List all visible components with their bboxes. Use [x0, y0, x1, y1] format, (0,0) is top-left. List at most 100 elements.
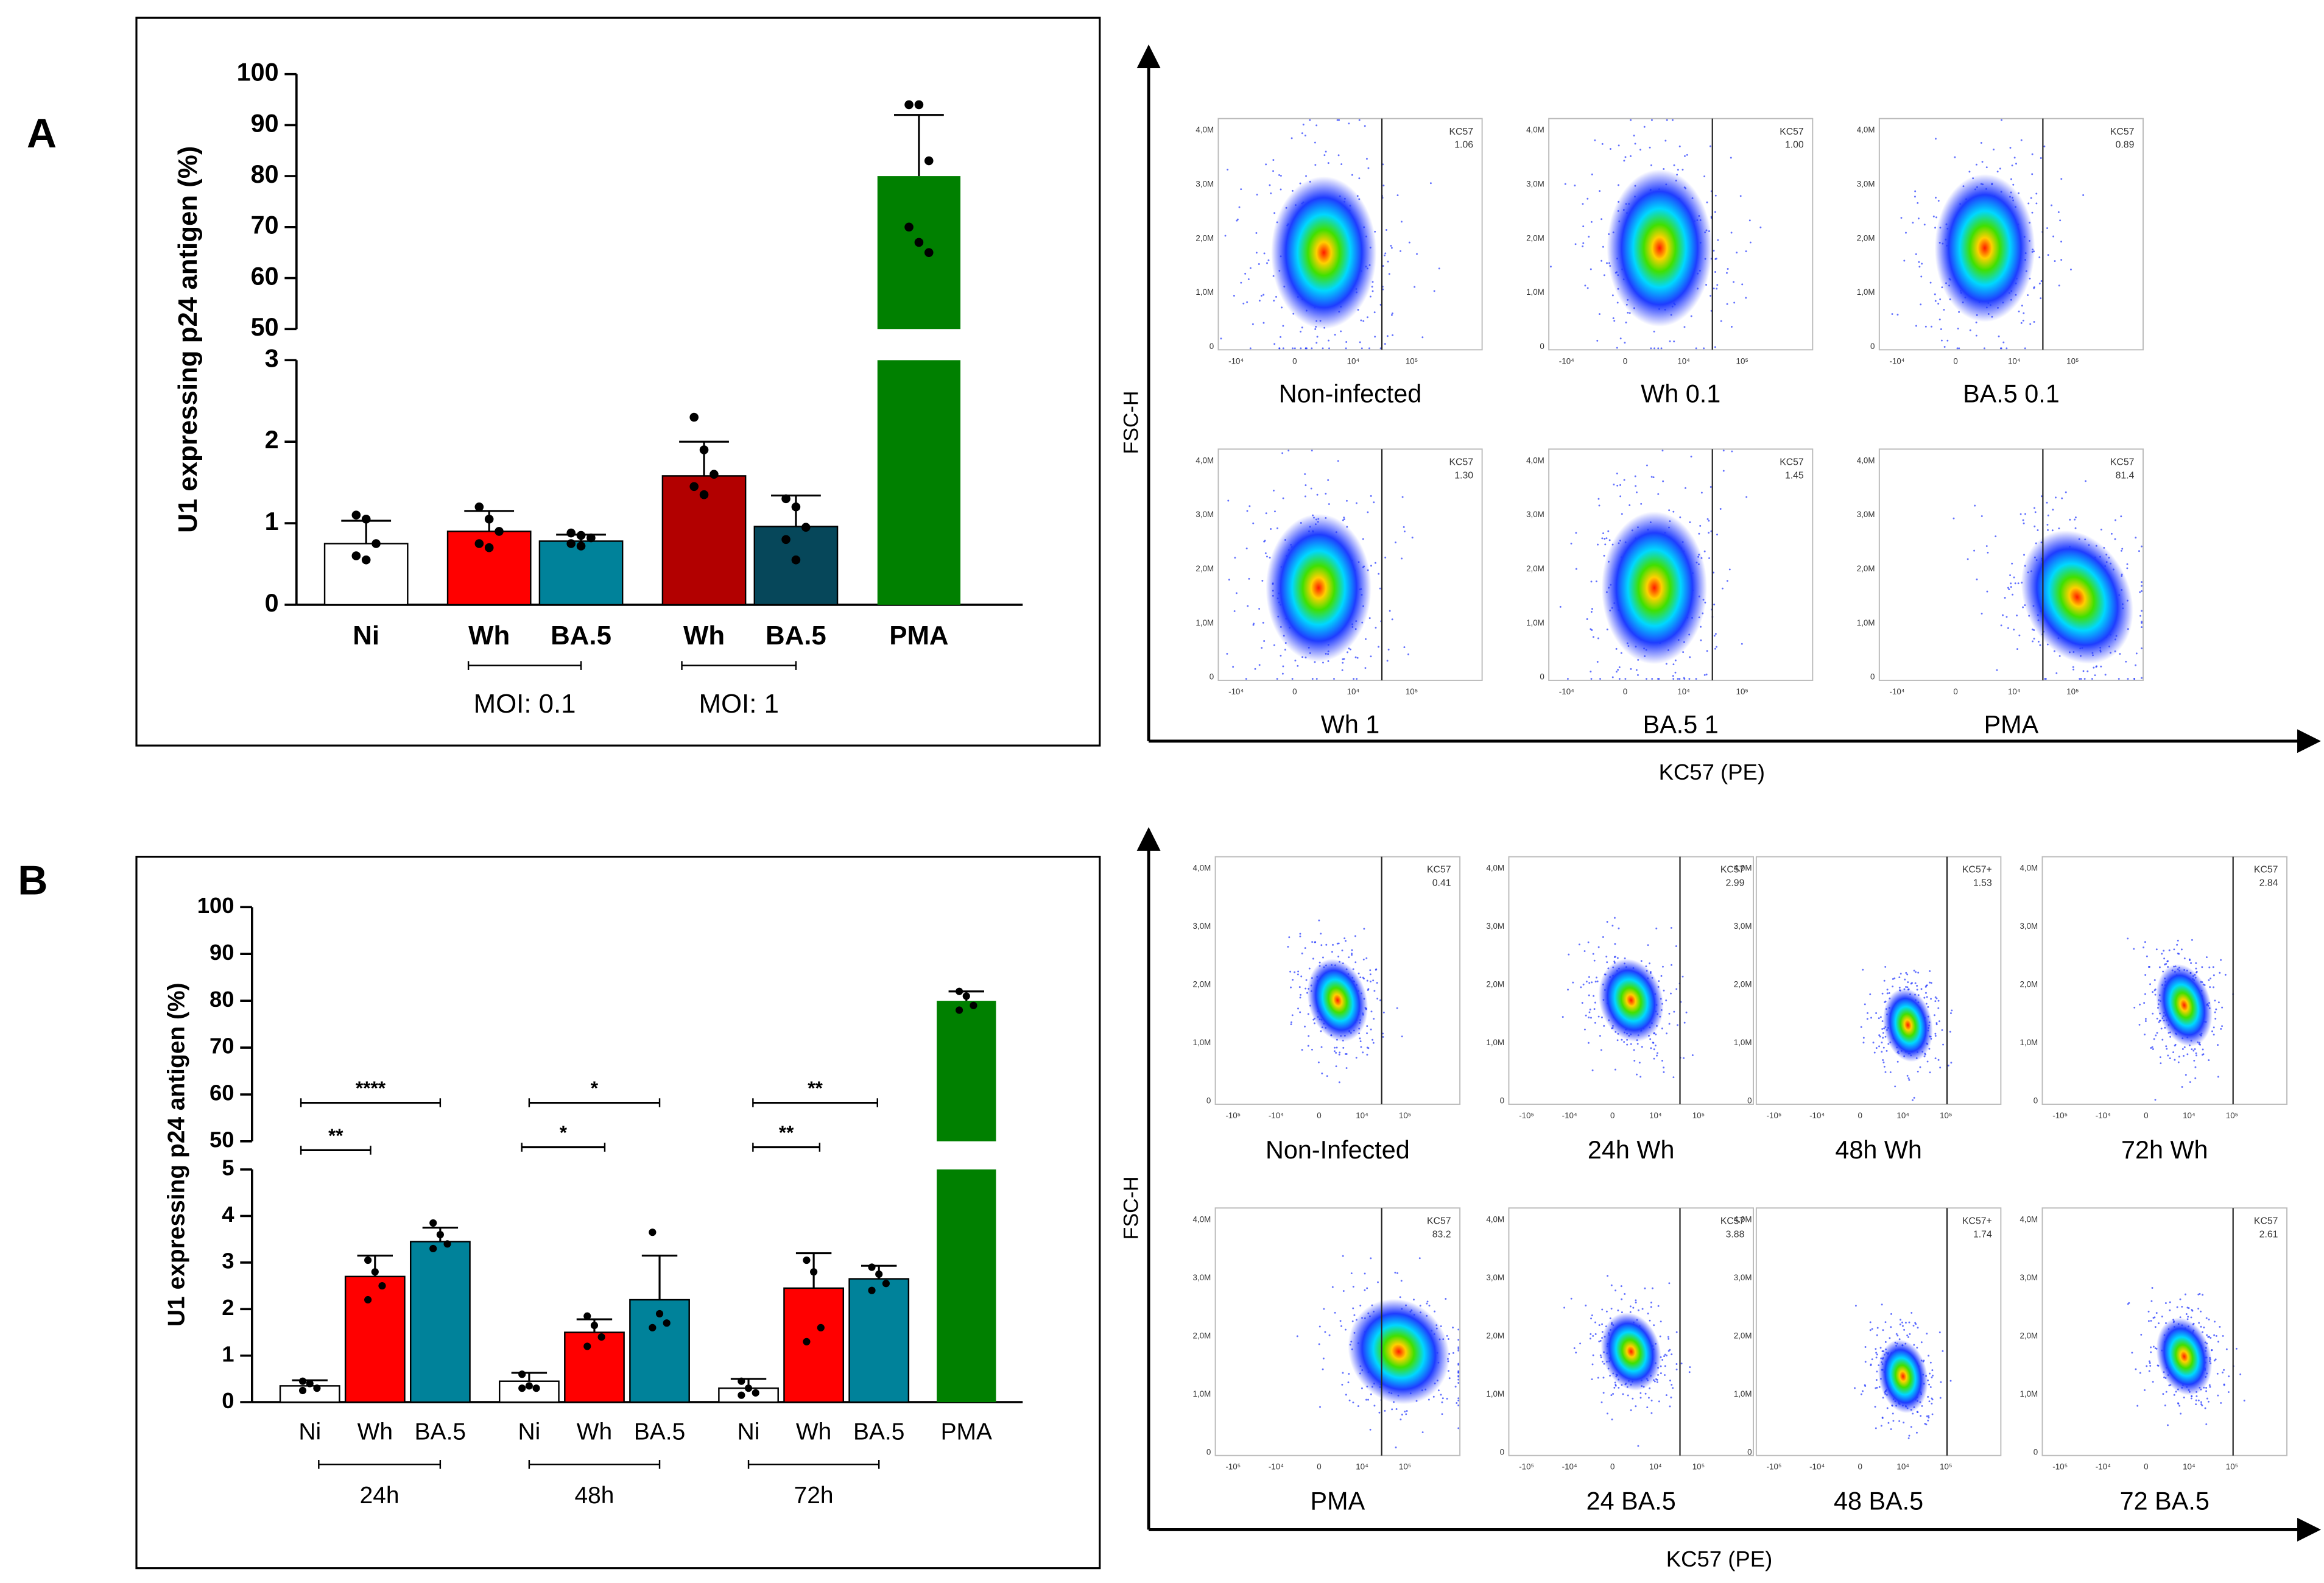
- flow-event: [1661, 1359, 1664, 1361]
- flow-event: [1284, 649, 1286, 651]
- data-point: [306, 1380, 314, 1387]
- flow-x-tick: 0: [1857, 1462, 1862, 1472]
- flow-event: [2043, 145, 2046, 147]
- flow-event: [2007, 627, 2009, 629]
- flow-event: [1675, 988, 1678, 990]
- flow-event: [1428, 1305, 1431, 1307]
- flow-event: [1274, 510, 1276, 513]
- flow-event: [1614, 943, 1616, 945]
- flow-event: [1314, 328, 1317, 330]
- data-point: [710, 470, 719, 479]
- flow-event: [1943, 346, 1946, 348]
- flow-x-tick: -10⁴: [1228, 356, 1244, 365]
- flow-event: [2205, 1390, 2208, 1392]
- flow-event: [1653, 347, 1656, 350]
- flow-event: [1925, 1423, 1928, 1426]
- flow-event: [2046, 227, 2048, 229]
- flow-event: [2154, 1326, 2157, 1328]
- flow-event: [1931, 1397, 1933, 1400]
- flow-event: [1871, 1328, 1873, 1330]
- flow-event: [1352, 1307, 1354, 1310]
- flow-event: [1875, 1387, 1877, 1389]
- flow-event: [2128, 1302, 2130, 1304]
- flow-event: [1636, 491, 1638, 493]
- flow-event: [2202, 1053, 2205, 1056]
- flow-event: [2220, 959, 2222, 961]
- flow-event: [2222, 1334, 2224, 1337]
- flow-event: [1674, 671, 1677, 674]
- flow-event: [1938, 319, 1941, 321]
- flow-event: [1710, 486, 1712, 488]
- flow-event: [1591, 981, 1593, 984]
- flow-x-tick: -10⁵: [1519, 1462, 1534, 1472]
- flow-event: [2069, 518, 2071, 521]
- flow-event: [1879, 1035, 1881, 1038]
- flow-event: [2146, 1365, 2148, 1367]
- flow-event: [2168, 949, 2171, 951]
- flow-x-tick: 0: [1317, 1462, 1321, 1472]
- flow-event: [2152, 1345, 2155, 1348]
- flow-event: [1759, 226, 1762, 228]
- flow-event: [1351, 174, 1353, 176]
- significance-label: **: [328, 1124, 343, 1146]
- flow-density: [1934, 174, 2035, 322]
- data-point: [378, 1282, 386, 1290]
- flow-event: [2225, 1348, 2228, 1350]
- significance-label: **: [808, 1077, 823, 1099]
- flow-event: [1597, 637, 1599, 640]
- flow-event: [1281, 452, 1284, 454]
- flow-event: [2228, 1375, 2230, 1378]
- flow-event: [1646, 678, 1647, 680]
- flow-event: [1722, 470, 1725, 472]
- flow-event: [1886, 1407, 1889, 1409]
- flow-event: [2024, 513, 2027, 515]
- flow-event: [1611, 676, 1614, 679]
- flow-event: [1270, 528, 1272, 530]
- flow-event: [2149, 1362, 2151, 1364]
- flow-event: [1452, 1352, 1454, 1354]
- flow-event: [1590, 611, 1593, 613]
- data-point: [914, 100, 924, 110]
- flow-event: [1320, 944, 1323, 947]
- flow-event: [2156, 1032, 2158, 1034]
- flow-event: [1591, 608, 1593, 610]
- flow-event: [1688, 1371, 1691, 1373]
- flow-event: [1875, 1356, 1878, 1359]
- panel-label: B: [18, 857, 48, 903]
- flow-event: [2144, 941, 2146, 943]
- flow-event: [1650, 1302, 1652, 1304]
- flow-event: [1247, 605, 1249, 607]
- flow-y-tick: 0: [1870, 672, 1875, 682]
- flow-event: [1359, 976, 1362, 979]
- flow-event: [2141, 610, 2143, 612]
- flow-event: [1255, 232, 1258, 234]
- flow-event: [2172, 1051, 2175, 1054]
- flow-y-tick: 2,0M: [1486, 1331, 1504, 1340]
- data-point: [351, 510, 361, 520]
- flow-event: [1379, 347, 1382, 350]
- gate-value: 1.53: [1973, 878, 1992, 889]
- flow-event: [2211, 1349, 2213, 1351]
- flow-event: [1568, 953, 1570, 956]
- flow-event: [2161, 1316, 2163, 1317]
- flow-event: [2104, 674, 2107, 676]
- flow-event: [1643, 125, 1646, 128]
- flow-event: [1934, 293, 1936, 295]
- flow-event: [1354, 961, 1357, 964]
- flow-y-tick: 0: [1870, 342, 1875, 351]
- flow-event: [1708, 557, 1710, 559]
- bar: [877, 176, 961, 330]
- flow-event: [1681, 169, 1684, 171]
- flow-event: [1617, 669, 1619, 671]
- flow-event: [1349, 648, 1351, 650]
- flow-event: [1582, 225, 1585, 228]
- flow-event: [1713, 635, 1716, 637]
- flow-event: [1915, 253, 1917, 255]
- flow-x-tick: -10⁴: [1269, 1462, 1284, 1472]
- flow-event: [2022, 319, 2024, 322]
- flow-event: [1311, 347, 1313, 350]
- flow-event: [1671, 1353, 1673, 1356]
- flow-y-tick: 2,0M: [1193, 1331, 1211, 1340]
- flow-event: [1653, 1048, 1655, 1051]
- flow-event: [1400, 220, 1403, 223]
